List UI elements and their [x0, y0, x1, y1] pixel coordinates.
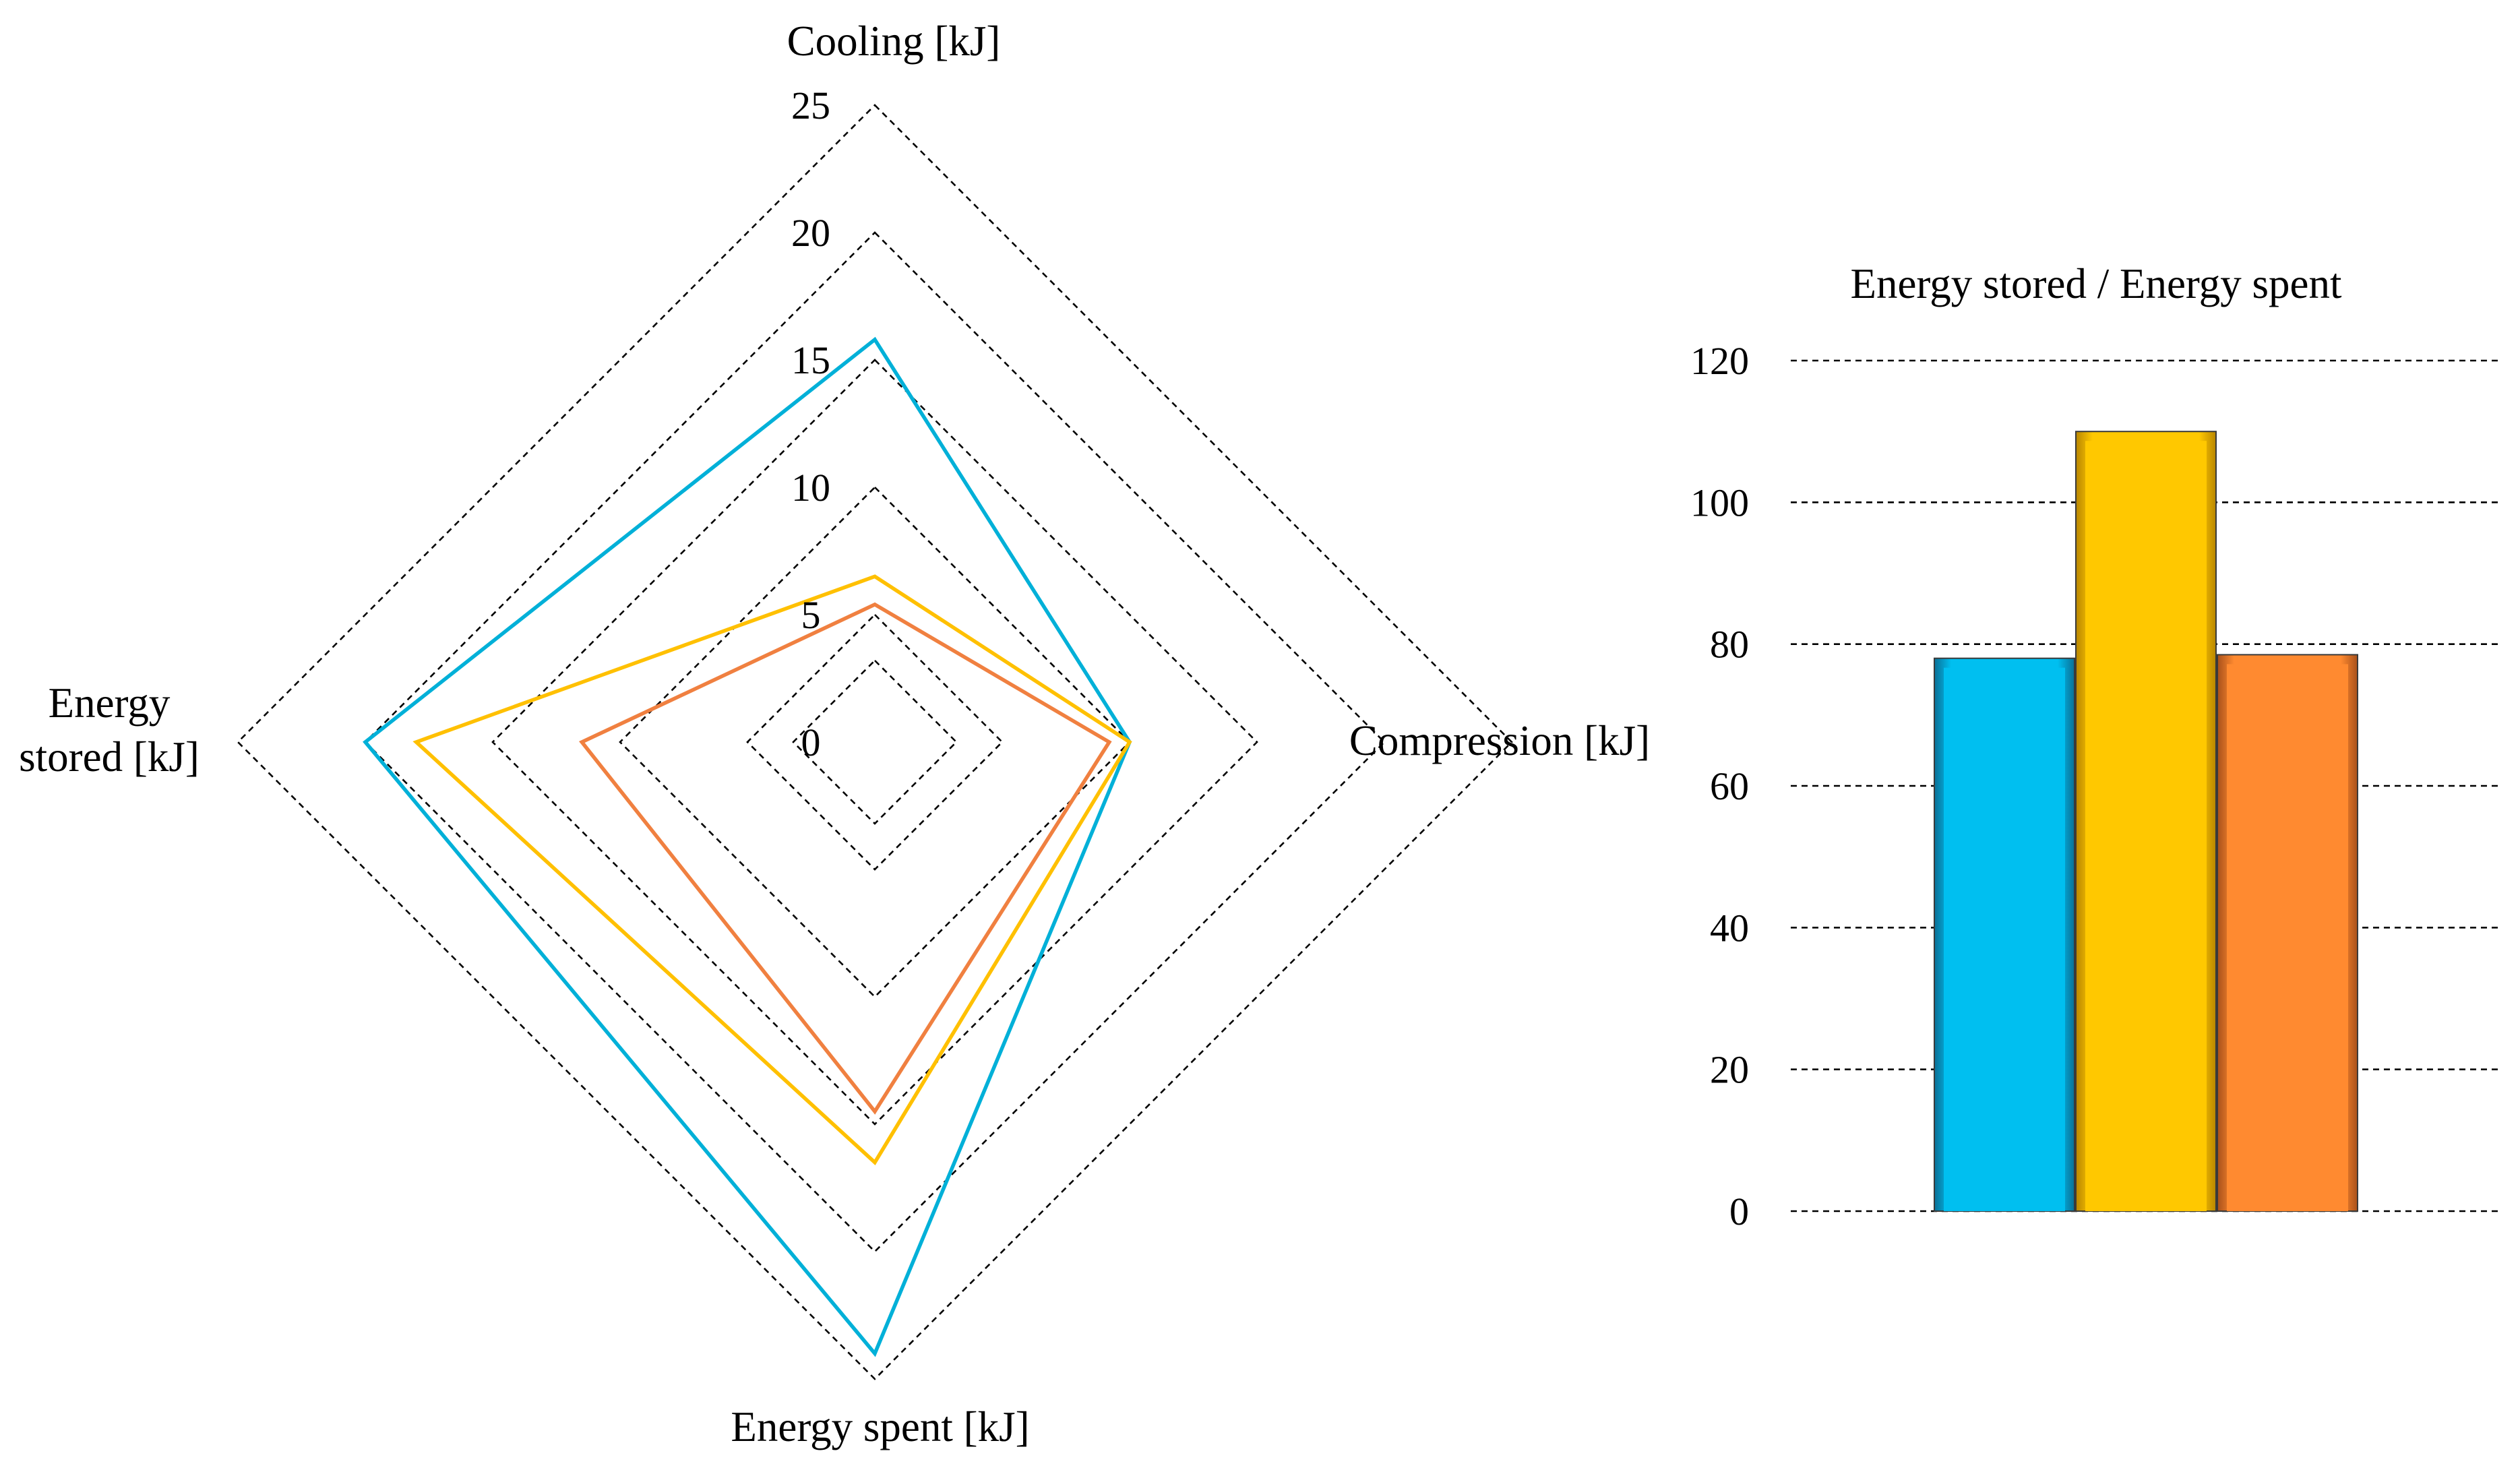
radar-tick-label: 25	[791, 84, 830, 127]
radar-series-2	[412, 574, 1132, 1165]
bar-y-tick-label: 80	[1710, 623, 1749, 667]
bar-y-tick-labels: 0 20 40 60 80 100 120	[1690, 339, 1749, 1233]
radar-grid-ring	[619, 486, 1131, 998]
radar-series-1	[363, 336, 1132, 1357]
radar-series-group	[363, 336, 1132, 1357]
bar-y-tick-label: 120	[1690, 339, 1749, 383]
radar-tick-label: 20	[791, 211, 830, 255]
radar-grid-ring	[792, 659, 958, 825]
radar-axis-labels: Cooling [kJ] Compression [kJ] Energy spent…	[19, 18, 1650, 1450]
bar-y-tick-label: 60	[1710, 764, 1749, 808]
radar-grid	[237, 104, 1513, 1380]
bar-y-tick-label: 40	[1710, 906, 1749, 950]
bar-bars	[1934, 431, 2358, 1212]
radar-tick-label: 10	[791, 466, 830, 510]
radar-grid-ring	[491, 359, 1258, 1126]
radar-grid-ring	[746, 613, 1004, 871]
radar-axis-label: Compression [kJ]	[1349, 717, 1650, 764]
bar-face	[2085, 441, 2207, 1212]
bar-face	[2227, 664, 2348, 1211]
radar-axis-label: Cooling [kJ]	[787, 18, 1001, 65]
radar-tick-label: 15	[791, 338, 830, 382]
radar-axis-label: Energy spent [kJ]	[731, 1403, 1029, 1450]
bar-y-tick-label: 20	[1710, 1048, 1749, 1092]
bar-chart-title: Energy stored / Energy spent	[1850, 260, 2342, 307]
radar-axis-label: Energy	[49, 679, 171, 727]
bar-y-tick-label: 0	[1729, 1190, 1749, 1233]
radar-axis-label: stored [kJ]	[19, 733, 199, 780]
radar-grid-ring	[237, 104, 1513, 1380]
radar-tick-label: 5	[801, 593, 821, 637]
bar-face	[1944, 667, 2065, 1211]
radar-tick-label: 0	[801, 720, 821, 764]
radar-grid-ring	[364, 231, 1386, 1253]
radar-series-3	[578, 602, 1112, 1115]
bar-y-tick-label: 100	[1690, 481, 1749, 524]
radar-tick-labels: 0 5 10 15 20 25	[791, 84, 830, 764]
